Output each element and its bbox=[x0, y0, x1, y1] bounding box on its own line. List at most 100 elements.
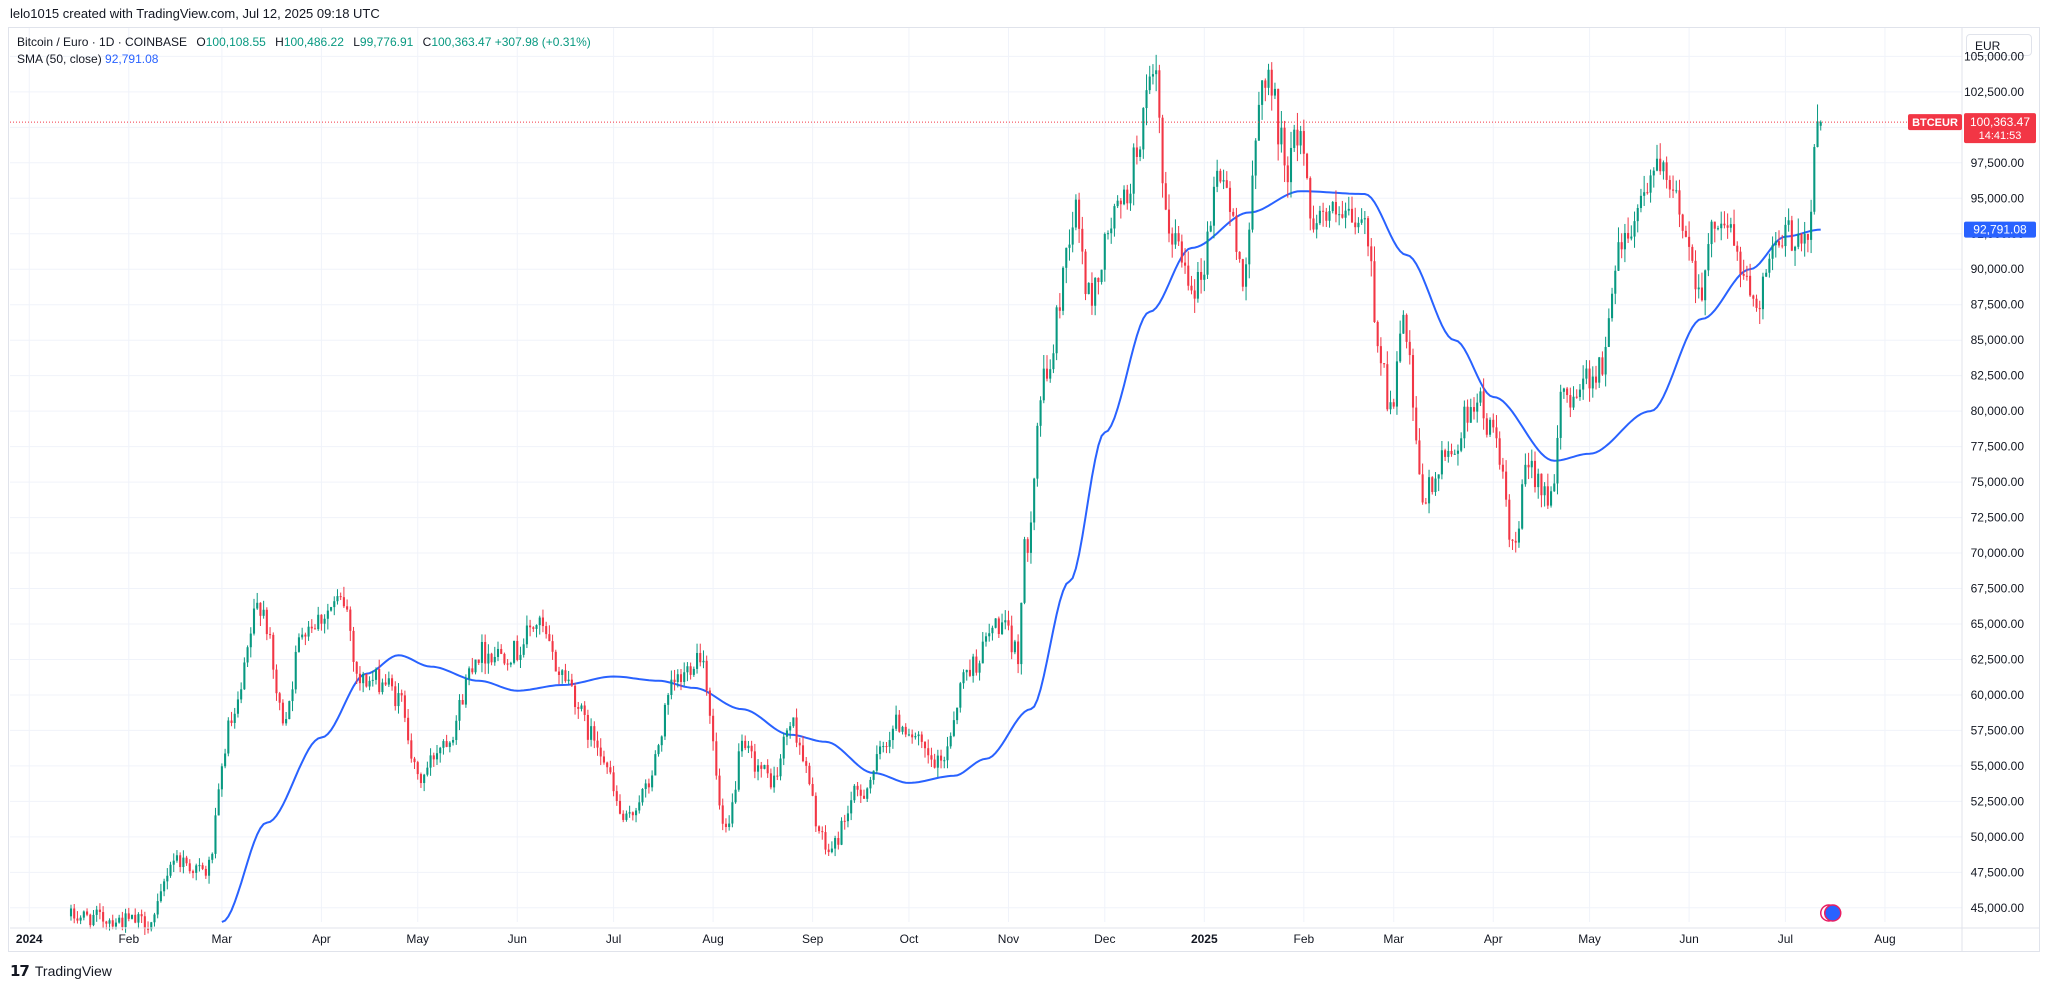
event-icon bbox=[1823, 904, 1842, 922]
candle-body bbox=[1068, 244, 1071, 248]
candle-body bbox=[358, 673, 361, 684]
candle-body bbox=[1174, 233, 1177, 245]
candle-body bbox=[1517, 528, 1520, 543]
candle-body bbox=[660, 736, 663, 746]
close-value: 100,363.47 bbox=[431, 35, 492, 49]
candle-body bbox=[1816, 121, 1819, 148]
candle-body bbox=[1745, 275, 1748, 277]
candle-body bbox=[201, 865, 204, 869]
candle-body bbox=[355, 661, 358, 674]
candle-body bbox=[1639, 195, 1642, 208]
candle-body bbox=[1357, 222, 1360, 228]
candle-body bbox=[744, 740, 747, 749]
candle-body bbox=[1421, 474, 1424, 503]
candle-body bbox=[997, 618, 1000, 635]
candle-body bbox=[622, 813, 625, 820]
candle-body bbox=[503, 653, 506, 664]
candle-body bbox=[1668, 179, 1671, 190]
candle-body bbox=[1225, 180, 1228, 188]
candle-body bbox=[182, 857, 185, 868]
candle-body bbox=[1810, 211, 1813, 240]
candle-body bbox=[1806, 233, 1809, 240]
candle-body bbox=[1267, 69, 1270, 88]
x-axis-label: May bbox=[1578, 932, 1601, 946]
candle-body bbox=[1655, 158, 1659, 171]
y-axis-label: 102,500.00 bbox=[1964, 85, 2024, 99]
candle-body bbox=[468, 668, 471, 679]
candle-body bbox=[1033, 478, 1036, 523]
candle-body bbox=[1415, 407, 1418, 441]
candle-body bbox=[1119, 200, 1122, 205]
candle-body bbox=[564, 670, 567, 682]
footer: 𝟭𝟳 TradingView bbox=[10, 962, 112, 980]
candle-body bbox=[1604, 346, 1607, 375]
candle-body bbox=[724, 823, 727, 828]
y-axis-label: 77,500.00 bbox=[1971, 440, 2025, 454]
candle-body bbox=[577, 707, 580, 709]
candle-body bbox=[1620, 242, 1623, 250]
candle-body bbox=[795, 717, 798, 743]
candle-body bbox=[403, 695, 406, 718]
candle-body bbox=[1007, 620, 1010, 626]
candle-body bbox=[718, 775, 721, 806]
candle-body bbox=[243, 662, 246, 690]
candle-body bbox=[933, 759, 936, 768]
candle-body bbox=[452, 740, 455, 743]
symbol-label[interactable]: Bitcoin / Euro · 1D · COINBASE bbox=[17, 35, 188, 49]
candle-body bbox=[1755, 298, 1758, 308]
candle-body bbox=[1489, 419, 1492, 435]
candle-body bbox=[586, 714, 589, 740]
candle-body bbox=[651, 775, 654, 788]
sma-label[interactable]: SMA (50, close) bbox=[17, 52, 102, 66]
candle-body bbox=[246, 647, 249, 663]
candle-body bbox=[1472, 407, 1476, 412]
candle-body bbox=[1585, 368, 1588, 379]
candle-body bbox=[179, 855, 182, 868]
candle-body bbox=[875, 754, 878, 771]
candle-body bbox=[111, 920, 114, 927]
x-axis-label: Jul bbox=[606, 932, 621, 946]
countdown-badge-text: 14:41:53 bbox=[1979, 130, 2022, 142]
candle-body bbox=[747, 745, 750, 749]
candle-body bbox=[882, 746, 885, 748]
candle-body bbox=[1662, 162, 1665, 172]
candle-body bbox=[195, 865, 198, 873]
candle-body bbox=[590, 726, 593, 740]
candle-body bbox=[1322, 210, 1325, 212]
candle-body bbox=[644, 783, 647, 789]
candle-body bbox=[1678, 190, 1681, 215]
candle-body bbox=[102, 912, 105, 922]
candle-body bbox=[1363, 218, 1366, 220]
candle-body bbox=[1399, 333, 1402, 362]
candle-body bbox=[150, 922, 153, 930]
candle-body bbox=[1787, 220, 1790, 225]
candle-body bbox=[801, 745, 805, 762]
low-value: 99,776.91 bbox=[359, 35, 414, 49]
candle-body bbox=[374, 668, 378, 680]
sma-legend-row[interactable]: SMA (50, close) 92,791.08 bbox=[17, 51, 591, 68]
candle-body bbox=[1261, 80, 1264, 105]
candle-body bbox=[1704, 270, 1707, 301]
candle-body bbox=[169, 864, 172, 876]
y-axis-label: 82,500.00 bbox=[1971, 369, 2025, 383]
candle-body bbox=[1386, 364, 1389, 410]
candle-body bbox=[1177, 233, 1180, 242]
candle-body bbox=[304, 634, 307, 637]
y-axis-label: 105,000.00 bbox=[1964, 49, 2024, 63]
candle-body bbox=[339, 596, 342, 598]
candle-body bbox=[856, 785, 859, 790]
candle-body bbox=[1222, 180, 1225, 182]
candle-body bbox=[1196, 271, 1199, 299]
candle-body bbox=[641, 788, 644, 803]
candle-body bbox=[609, 767, 612, 773]
currency-selector[interactable]: EUR bbox=[1966, 34, 2032, 56]
candle-body bbox=[1383, 363, 1386, 365]
symbol-legend-row[interactable]: Bitcoin / Euro · 1D · COINBASE O100,108.… bbox=[17, 34, 591, 51]
candle-body bbox=[1132, 147, 1135, 194]
candle-body bbox=[445, 741, 448, 747]
candle-body bbox=[291, 689, 294, 702]
candle-body bbox=[1341, 214, 1344, 218]
candle-body bbox=[1212, 186, 1215, 226]
candle-body bbox=[769, 773, 772, 788]
